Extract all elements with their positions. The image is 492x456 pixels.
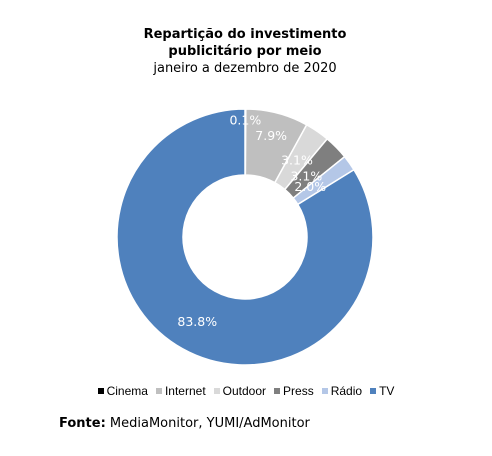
source-note: Fonte: MediaMonitor, YUMI/AdMonitor bbox=[59, 416, 310, 431]
legend-label-radio: Rádio bbox=[330, 384, 363, 398]
data-label-tv: 83.8% bbox=[177, 314, 217, 329]
legend-swatch-press bbox=[274, 388, 281, 394]
chart-subtitle: janeiro a dezembro de 2020 bbox=[153, 61, 337, 76]
legend-label-outdoor: Outdoor bbox=[222, 384, 267, 398]
legend-swatch-outdoor bbox=[213, 388, 220, 394]
legend-item-internet: Internet bbox=[155, 384, 206, 398]
data-label-press: 3.1% bbox=[290, 168, 322, 183]
source-text: MediaMonitor, YUMI/AdMonitor bbox=[109, 416, 310, 431]
chart-title-line-2: publicitário por meio bbox=[168, 44, 322, 59]
data-label-outdoor: 3.1% bbox=[281, 153, 313, 168]
legend-item-tv: TV bbox=[370, 384, 394, 398]
chart-legend: Cinema Internet Outdoor Press Rádio TV bbox=[60, 384, 440, 398]
legend-item-outdoor: Outdoor bbox=[213, 384, 267, 398]
chart-title: Repartição do investimento publicitário … bbox=[0, 26, 490, 60]
legend-item-press: Press bbox=[274, 384, 314, 398]
legend-swatch-internet bbox=[155, 388, 162, 394]
legend-label-internet: Internet bbox=[164, 384, 206, 398]
slice-tv bbox=[116, 108, 374, 366]
donut-chart: 0.1%7.9%3.1%3.1%2.0%83.8% bbox=[116, 108, 374, 366]
legend-swatch-radio bbox=[321, 388, 328, 394]
legend-swatch-cinema bbox=[97, 388, 104, 394]
legend-label-cinema: Cinema bbox=[106, 384, 148, 398]
data-label-radio: 2.0% bbox=[294, 179, 326, 194]
legend-label-tv: TV bbox=[379, 384, 395, 398]
legend-label-press: Press bbox=[283, 384, 314, 398]
data-label-cinema: 0.1% bbox=[229, 113, 261, 128]
legend-item-radio: Rádio bbox=[321, 384, 363, 398]
legend-item-cinema: Cinema bbox=[97, 384, 148, 398]
legend-swatch-tv bbox=[370, 388, 377, 394]
data-label-internet: 7.9% bbox=[255, 128, 287, 143]
source-label: Fonte: bbox=[59, 416, 106, 431]
chart-title-line-1: Repartição do investimento bbox=[143, 27, 347, 42]
